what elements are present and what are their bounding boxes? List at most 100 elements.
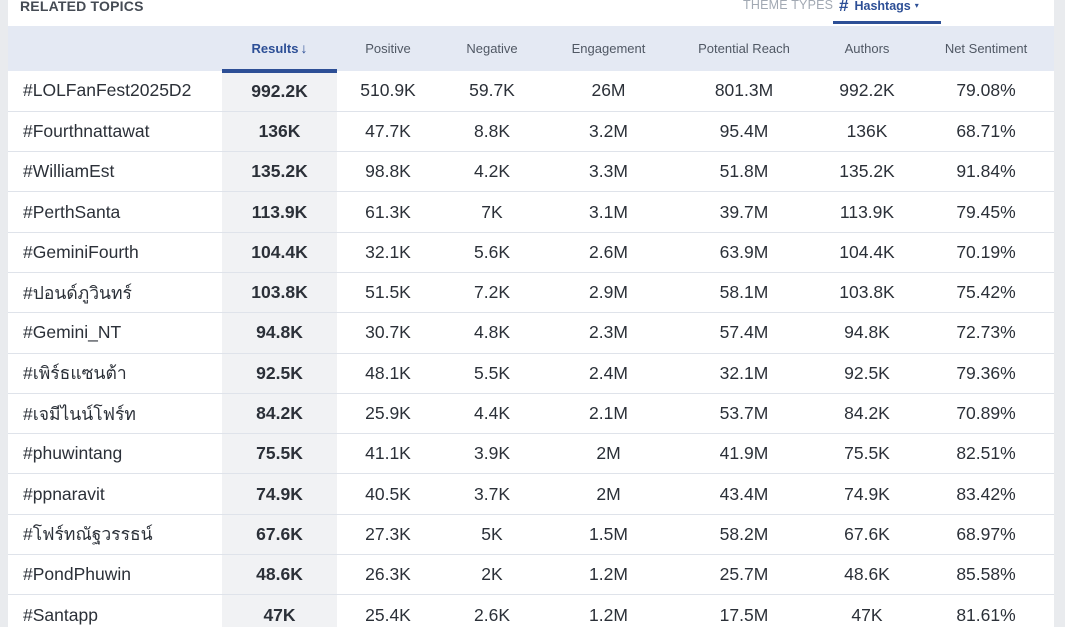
engagement-cell: 1.5M <box>589 523 628 544</box>
hashtag-cell[interactable]: #WilliamEst <box>23 161 115 182</box>
table-row[interactable]: #GeminiFourth 104.4K 32.1K 5.6K 2.6M 63.9M 104… <box>8 232 1054 273</box>
negative-cell: 3.9K <box>474 443 510 464</box>
table-row[interactable]: #ppnaravit 74.9K 40.5K 3.7K 2M 43.4M 74.9K 83.4… <box>8 473 1054 515</box>
hashtag-cell[interactable]: #PerthSanta <box>23 201 121 222</box>
hashtag-cell[interactable]: #เจมีไนน์โฟร์ท <box>23 403 136 424</box>
column-header-net-sentiment[interactable]: Net Sentiment <box>944 41 1028 56</box>
results-cell: 113.9K <box>222 191 337 233</box>
related-topics-panel: RELATED TOPICS THEME TYPES # Hashtags ▾ … <box>8 0 1054 627</box>
hashtag-icon: # <box>839 0 849 15</box>
table-row[interactable]: #PondPhuwin 48.6K 26.3K 2K 1.2M 25.7M 48.6K 85.… <box>8 554 1054 595</box>
hashtag-cell[interactable]: #เพิร์ธแซนต้า <box>23 363 127 384</box>
positive-cell: 27.3K <box>365 523 411 544</box>
net-sentiment-cell: 79.08% <box>956 80 1016 101</box>
authors-cell: 67.6K <box>844 523 890 544</box>
net-sentiment-cell: 81.61% <box>956 604 1016 625</box>
hashtag-cell[interactable]: #Fourthnattawat <box>23 120 150 141</box>
negative-cell: 7K <box>481 201 503 222</box>
engagement-cell: 2M <box>596 483 621 504</box>
positive-cell: 41.1K <box>365 443 411 464</box>
positive-cell: 25.9K <box>365 403 411 424</box>
negative-cell: 8.8K <box>474 120 510 141</box>
positive-cell: 25.4K <box>365 604 411 625</box>
authors-cell: 992.2K <box>839 80 895 101</box>
positive-cell: 48.1K <box>365 362 411 383</box>
potential-reach-cell: 58.2M <box>719 523 769 544</box>
column-header-authors[interactable]: Authors <box>844 41 890 56</box>
hashtag-cell[interactable]: #PondPhuwin <box>23 564 131 585</box>
negative-cell: 2.6K <box>474 604 510 625</box>
potential-reach-cell: 801.3M <box>714 80 774 101</box>
engagement-cell: 3.2M <box>589 120 628 141</box>
positive-cell: 47.7K <box>365 120 411 141</box>
negative-cell: 5.5K <box>474 362 510 383</box>
net-sentiment-cell: 85.58% <box>956 564 1016 585</box>
table-row[interactable]: #phuwintang 75.5K 41.1K 3.9K 2M 41.9M 75.5K 82.… <box>8 433 1054 474</box>
results-cell: 992.2K <box>222 71 337 112</box>
table-row[interactable]: #เจมีไนน์โฟร์ท 84.2K 25.9K 4.4K 2.1M 53.7M 84.… <box>8 393 1054 434</box>
authors-cell: 47K <box>851 604 883 625</box>
engagement-cell: 3.3M <box>589 161 628 182</box>
engagement-cell: 26M <box>591 80 626 101</box>
authors-cell: 75.5K <box>844 443 890 464</box>
column-header-engagement[interactable]: Engagement <box>571 41 646 56</box>
net-sentiment-cell: 70.89% <box>956 403 1016 424</box>
negative-cell: 4.4K <box>474 403 510 424</box>
engagement-cell: 1.2M <box>589 564 628 585</box>
engagement-cell: 2.4M <box>589 362 628 383</box>
hashtag-cell[interactable]: #Santapp <box>23 604 98 625</box>
authors-cell: 84.2K <box>844 403 890 424</box>
table-row[interactable]: #เพิร์ธแซนต้า 92.5K 48.1K 5.5K 2.4M 32.1M 92.5… <box>8 353 1054 394</box>
net-sentiment-cell: 75.42% <box>956 282 1016 303</box>
net-sentiment-cell: 68.71% <box>956 120 1016 141</box>
theme-types-tab[interactable]: THEME TYPES <box>743 0 834 12</box>
engagement-cell: 2.1M <box>589 403 628 424</box>
sort-descending-icon: ↓ <box>300 39 308 56</box>
chevron-down-icon: ▾ <box>914 1 919 10</box>
positive-cell: 98.8K <box>365 161 411 182</box>
column-header-potential-reach[interactable]: Potential Reach <box>698 41 790 56</box>
column-header-positive[interactable]: Positive <box>365 41 411 56</box>
positive-cell: 26.3K <box>365 564 411 585</box>
table-row[interactable]: #Gemini_NT 94.8K 30.7K 4.8K 2.3M 57.4M 94.8K 72… <box>8 312 1054 354</box>
hashtag-cell[interactable]: #ppnaravit <box>23 483 105 504</box>
topics-table: Results ↓ Positive Negative Engagement Po… <box>8 26 1054 627</box>
positive-cell: 510.9K <box>360 80 416 101</box>
hashtag-cell[interactable]: #LOLFanFest2025D2 <box>23 80 192 101</box>
hashtag-cell[interactable]: #ปอนด์ภูวินทร์ <box>23 282 132 303</box>
column-header-negative[interactable]: Negative <box>466 41 518 56</box>
net-sentiment-cell: 83.42% <box>956 483 1016 504</box>
hashtag-cell[interactable]: #Gemini_NT <box>23 322 122 343</box>
potential-reach-cell: 39.7M <box>719 201 769 222</box>
column-header-results[interactable]: Results ↓ <box>222 26 337 73</box>
results-cell: 94.8K <box>222 312 337 354</box>
engagement-cell: 1.2M <box>589 604 628 625</box>
table-row[interactable]: #PerthSanta 113.9K 61.3K 7K 3.1M 39.7M 113.9K 7… <box>8 191 1054 233</box>
potential-reach-cell: 51.8M <box>719 161 769 182</box>
potential-reach-cell: 95.4M <box>719 120 769 141</box>
potential-reach-cell: 17.5M <box>719 604 769 625</box>
results-cell: 103.8K <box>222 272 337 313</box>
results-cell: 74.9K <box>222 473 337 515</box>
table-row[interactable]: #Fourthnattawat 136K 47.7K 8.8K 3.2M 95.4M 136… <box>8 111 1054 152</box>
negative-cell: 5K <box>481 523 503 544</box>
results-cell: 67.6K <box>222 514 337 555</box>
table-row[interactable]: #WilliamEst 135.2K 98.8K 4.2K 3.3M 51.8M 135.2… <box>8 151 1054 192</box>
table-row[interactable]: #โฟร์ทณัฐวรรธน์ 67.6K 27.3K 5K 1.5M 58.2M 67.6… <box>8 514 1054 555</box>
net-sentiment-cell: 79.36% <box>956 362 1016 383</box>
authors-cell: 113.9K <box>839 201 895 222</box>
hashtag-cell[interactable]: #GeminiFourth <box>23 241 139 262</box>
net-sentiment-cell: 72.73% <box>956 322 1016 343</box>
hashtags-tab[interactable]: # Hashtags ▾ <box>833 0 941 24</box>
hashtag-cell[interactable]: #โฟร์ทณัฐวรรธน์ <box>23 524 153 545</box>
potential-reach-cell: 53.7M <box>719 403 769 424</box>
table-row[interactable]: #ปอนด์ภูวินทร์ 103.8K 51.5K 7.2K 2.9M 58.1M 10… <box>8 272 1054 313</box>
table-row[interactable]: #LOLFanFest2025D2 992.2K 510.9K 59.7K 26M 801… <box>8 71 1054 112</box>
negative-cell: 2K <box>481 564 503 585</box>
table-row[interactable]: #Santapp 47K 25.4K 2.6K 1.2M 17.5M 47K 81.61% <box>8 594 1054 627</box>
net-sentiment-cell: 68.97% <box>956 523 1016 544</box>
results-cell: 104.4K <box>222 232 337 273</box>
potential-reach-cell: 43.4M <box>719 483 769 504</box>
engagement-cell: 2.9M <box>589 282 628 303</box>
hashtag-cell[interactable]: #phuwintang <box>23 443 123 464</box>
